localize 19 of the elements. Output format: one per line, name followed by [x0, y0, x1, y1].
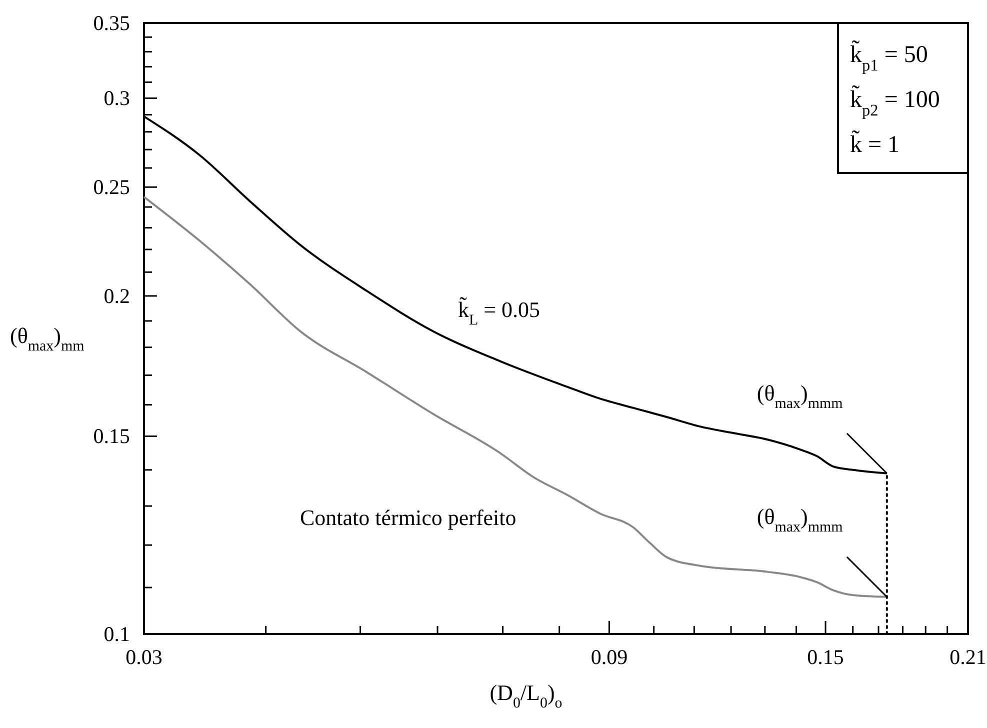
x-axis-title: (D$_{0}$/L$_{0}$)$_{o}$ [490, 680, 562, 712]
annotation: k̃ = 1 [850, 129, 900, 158]
series-label: Contato térmico perfeito [300, 505, 516, 530]
y-tick-label: 0.25 [93, 175, 130, 200]
y-tick-label: 0.1 [104, 622, 130, 646]
x-tick-label: 0.09 [590, 645, 628, 669]
y-tick-label: 0.35 [93, 11, 130, 35]
y-axis-title: (θ$_{max}$)$_{mm}$ [10, 323, 85, 355]
annotation: (θ$_{max}$)$_{mmm}$ [756, 380, 844, 412]
annotation: k̃$_{p1}$ = 50 [850, 39, 928, 74]
annotation: k̃$_{p2}$ = 100 [850, 84, 940, 120]
series-label: k̃$_{L}$ = 0.05 [458, 296, 540, 329]
y-tick-label: 0.3 [104, 86, 130, 110]
annotation: (θ$_{max}$)$_{mmm}$ [756, 504, 844, 536]
x-tick-label: 0.03 [126, 645, 162, 669]
x-tick-label: 0.15 [807, 645, 844, 669]
x-tick-label: 0.21 [950, 645, 986, 669]
y-tick-label: 0.2 [104, 284, 130, 308]
y-tick-label: 0.15 [93, 424, 130, 448]
